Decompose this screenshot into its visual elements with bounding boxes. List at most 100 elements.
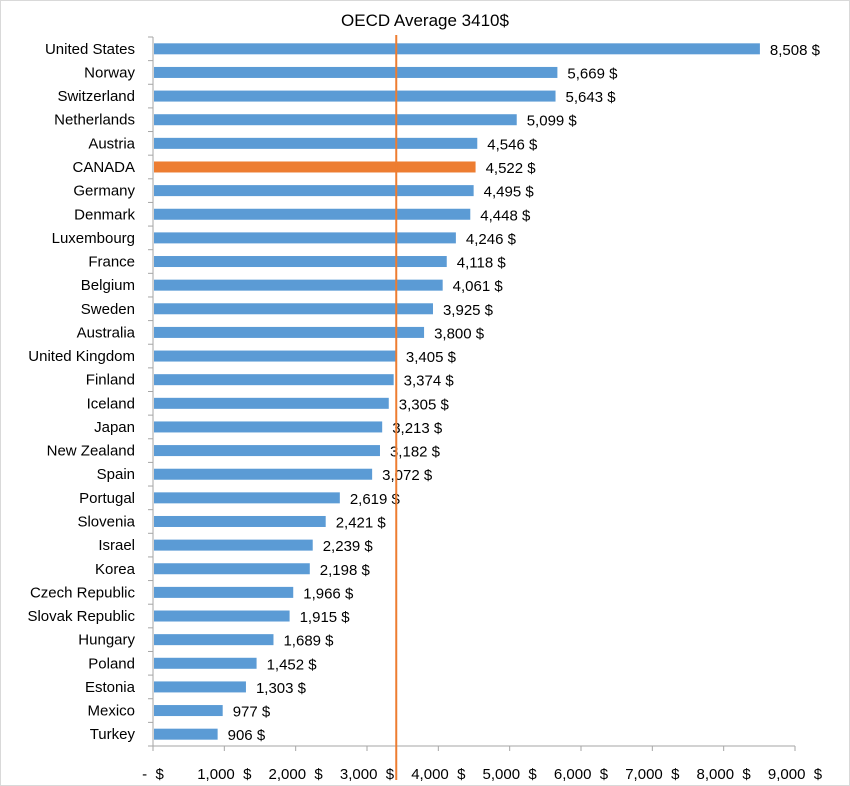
bar-czech-republic [154, 586, 294, 598]
bar-portugal [154, 492, 340, 504]
data-label: 3,405 $ [406, 349, 457, 366]
x-tick-label: 7,000 $ [625, 766, 680, 783]
bar-iceland [154, 397, 389, 409]
bar-austria [154, 137, 478, 149]
category-label: New Zealand [47, 443, 135, 460]
data-label: 2,239 $ [323, 538, 374, 555]
bar-canada [154, 161, 476, 173]
data-label: 4,061 $ [453, 278, 504, 295]
data-label: 2,198 $ [320, 562, 371, 579]
bar-united-states [154, 43, 760, 55]
x-tick-label: 8,000 $ [697, 766, 752, 783]
category-label: Spain [97, 466, 135, 483]
data-labels: 8,508 $ 5,669 $ 5,643 $ 5,099 $ 4,546 $ 4,522… [228, 42, 821, 744]
bar-israel [154, 539, 313, 551]
data-label: 3,182 $ [390, 444, 441, 461]
bar-germany [154, 185, 474, 197]
bar-netherlands [154, 114, 517, 126]
data-label: 4,448 $ [480, 207, 531, 224]
bar-turkey [154, 728, 218, 740]
bar-luxembourg [154, 232, 456, 244]
data-label: 3,072 $ [382, 467, 433, 484]
category-label: Norway [84, 64, 135, 81]
bar-sweden [154, 303, 433, 315]
bar-japan [154, 421, 383, 433]
bar-denmark [154, 208, 471, 220]
x-tick-label: 4,000 $ [411, 766, 466, 783]
data-label: 1,452 $ [267, 656, 318, 673]
category-label: Hungary [78, 632, 135, 649]
bar-mexico [154, 705, 223, 717]
bar-korea [154, 563, 310, 575]
category-label: Slovenia [77, 513, 135, 530]
data-label: 3,374 $ [404, 373, 455, 390]
bar-spain [154, 468, 373, 480]
data-label: 1,303 $ [256, 680, 307, 697]
data-label: 3,213 $ [392, 420, 443, 437]
data-label: 1,915 $ [300, 609, 351, 626]
category-label: Switzerland [57, 88, 135, 105]
category-label: Portugal [79, 490, 135, 507]
chart-title: OECD Average 3410$ [341, 11, 509, 30]
category-label: Mexico [87, 703, 135, 720]
data-label: 4,546 $ [487, 136, 538, 153]
data-label: 8,508 $ [770, 42, 821, 59]
x-tick-label: 9,000 $ [768, 766, 823, 783]
category-label: Germany [73, 183, 135, 200]
data-label: 906 $ [228, 727, 266, 744]
data-label: 3,305 $ [399, 396, 450, 413]
category-label: Finland [86, 372, 135, 389]
x-tick-label: 6,000 $ [554, 766, 609, 783]
category-label: Netherlands [54, 112, 135, 129]
category-label: Slovak Republic [27, 608, 135, 625]
category-label: Poland [88, 655, 135, 672]
category-label: Sweden [81, 301, 135, 318]
bar-hungary [154, 634, 274, 646]
bar-slovak-republic [154, 610, 290, 622]
data-label: 3,800 $ [434, 325, 485, 342]
data-label: 5,099 $ [527, 113, 578, 130]
bar-united-kingdom [154, 350, 396, 362]
bar-poland [154, 657, 257, 669]
category-labels: United States Norway Switzerland Netherland… [27, 41, 135, 743]
category-label: France [88, 254, 135, 271]
bar-australia [154, 326, 425, 338]
data-label: 2,421 $ [336, 514, 387, 531]
category-label: Denmark [74, 206, 135, 223]
bar-estonia [154, 681, 246, 693]
data-label: 4,495 $ [484, 184, 535, 201]
x-tick-label: 5,000 $ [483, 766, 538, 783]
bar-belgium [154, 279, 443, 291]
category-label: United States [45, 41, 135, 58]
category-label: Japan [94, 419, 135, 436]
category-label: Iceland [87, 395, 135, 412]
category-label: Turkey [90, 726, 136, 743]
data-label: 2,619 $ [350, 491, 401, 508]
data-label: 5,643 $ [566, 89, 617, 106]
category-label: Israel [98, 537, 135, 554]
x-tick-label: 3,000 $ [340, 766, 395, 783]
category-label: Australia [77, 324, 136, 341]
bar-switzerland [154, 90, 556, 102]
bar-finland [154, 374, 394, 386]
data-label: 1,966 $ [303, 585, 354, 602]
category-label: Austria [88, 135, 135, 152]
bar-new-zealand [154, 445, 380, 457]
category-label: Czech Republic [30, 584, 136, 601]
category-label: Belgium [81, 277, 135, 294]
data-label: 4,118 $ [457, 255, 507, 272]
bar-slovenia [154, 515, 326, 527]
data-label: 4,522 $ [486, 160, 537, 177]
bar-norway [154, 66, 558, 78]
data-label: 5,669 $ [567, 65, 618, 82]
bar-france [154, 256, 447, 268]
bars-layer [154, 43, 760, 740]
category-label: Luxembourg [52, 230, 135, 247]
data-label: 4,246 $ [466, 231, 517, 248]
x-tick-label: - $ [142, 766, 164, 783]
category-label: CANADA [72, 159, 135, 176]
data-label: 1,689 $ [283, 633, 334, 650]
data-label: 977 $ [233, 704, 271, 721]
